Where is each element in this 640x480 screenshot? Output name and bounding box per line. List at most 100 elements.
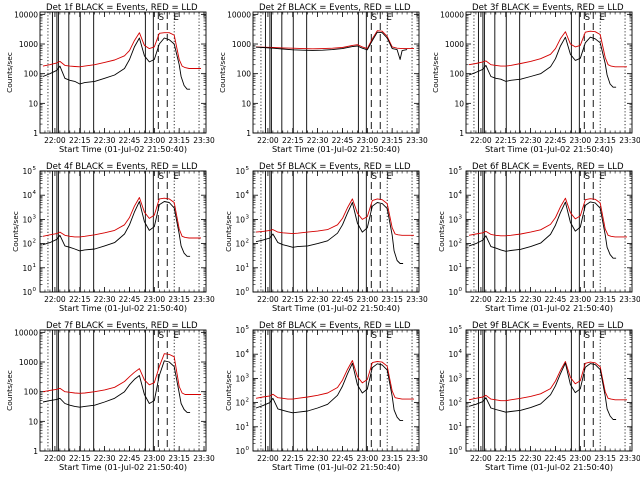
events-series-line xyxy=(255,31,408,60)
x-tick-label: 23:00 xyxy=(569,454,591,463)
x-axis-label: Start Time (01-Jul-02 21:50:40) xyxy=(272,303,400,313)
y-tick-label: 10 xyxy=(235,264,245,273)
y-tick-label: 10 xyxy=(22,264,32,273)
chart-title: Det 8f BLACK = Events, RED = LLD xyxy=(259,321,411,331)
x-tick-label: 22:00 xyxy=(470,136,492,145)
marker-label: E xyxy=(599,172,604,182)
y-tick-exponent: 3 xyxy=(459,214,463,220)
x-tick-label: 22:00 xyxy=(257,136,279,145)
x-tick-label: 22:15 xyxy=(282,295,304,304)
y-tick-exponent: 5 xyxy=(246,325,250,331)
x-tick-label: 23:30 xyxy=(193,454,215,463)
x-tick-label: 22:15 xyxy=(282,136,304,145)
y-axis-label: Counts/sec xyxy=(5,370,14,411)
lld-series-line xyxy=(255,30,414,50)
y-tick-label: 10 xyxy=(22,288,32,297)
y-tick-label: 10 xyxy=(28,417,38,426)
x-tick-label: 22:45 xyxy=(119,454,141,463)
y-tick-label: 10 xyxy=(22,167,32,176)
y-tick-exponent: 3 xyxy=(246,214,250,220)
y-tick-label: 10 xyxy=(448,350,458,359)
y-tick-label: 10 xyxy=(448,240,458,249)
marker-label: S xyxy=(372,331,377,341)
x-axis-label: Start Time (01-Jul-02 21:50:40) xyxy=(272,144,400,154)
y-axis-label: Counts/sec xyxy=(5,52,14,93)
chart-title: Det 5f BLACK = Events, RED = LLD xyxy=(259,162,411,172)
y-tick-label: 10 xyxy=(235,288,245,297)
y-tick-exponent: 4 xyxy=(459,190,463,196)
y-tick-label: 1000 xyxy=(19,40,38,49)
y-tick-exponent: 3 xyxy=(33,214,37,220)
marker-label: S xyxy=(159,172,164,182)
chart-title: Det 1f BLACK = Events, RED = LLD xyxy=(46,3,198,13)
chart-title: Det 9f BLACK = Events, RED = LLD xyxy=(472,321,624,331)
y-axis-label: Counts/sec xyxy=(11,211,20,252)
y-axis-label: Counts/sec xyxy=(437,211,446,252)
marker-label: S xyxy=(372,172,377,182)
y-tick-label: 10 xyxy=(448,374,458,383)
marker-label: E xyxy=(386,172,391,182)
plot-frame xyxy=(39,170,207,293)
x-tick-label: 23:15 xyxy=(381,454,403,463)
y-tick-label: 10 xyxy=(235,423,245,432)
x-axis-label: Start Time (01-Jul-02 21:50:40) xyxy=(59,303,187,313)
x-tick-label: 23:30 xyxy=(406,136,428,145)
x-tick-label: 22:15 xyxy=(495,136,517,145)
x-tick-label: 22:30 xyxy=(307,454,329,463)
lld-series-line xyxy=(42,197,201,239)
x-axis-label: Start Time (01-Jul-02 21:50:40) xyxy=(485,303,613,313)
y-axis-label: Counts/sec xyxy=(218,52,227,93)
x-tick-label: 22:45 xyxy=(545,454,567,463)
marker-label: E xyxy=(173,172,178,182)
marker-label: E xyxy=(173,13,178,23)
marker-label: S xyxy=(159,13,164,23)
y-tick-label: 10 xyxy=(22,240,32,249)
marker-label: E xyxy=(599,331,604,341)
y-tick-label: 10 xyxy=(448,447,458,456)
x-tick-label: 23:30 xyxy=(406,454,428,463)
marker-label: S xyxy=(372,13,377,23)
x-tick-label: 22:45 xyxy=(119,295,141,304)
y-tick-label: 100 xyxy=(24,388,39,397)
x-axis-label: Start Time (01-Jul-02 21:50:40) xyxy=(59,144,187,154)
y-tick-exponent: 2 xyxy=(459,398,463,404)
y-tick-label: 100 xyxy=(237,70,252,79)
y-tick-exponent: 1 xyxy=(459,422,463,428)
x-tick-label: 22:00 xyxy=(470,454,492,463)
y-tick-exponent: 1 xyxy=(246,422,250,428)
x-tick-label: 23:30 xyxy=(619,136,640,145)
y-tick-label: 1000 xyxy=(19,358,38,367)
y-tick-label: 10 xyxy=(448,423,458,432)
y-tick-label: 1000 xyxy=(232,40,251,49)
x-tick-label: 23:15 xyxy=(381,136,403,145)
marker-label: E xyxy=(173,331,178,341)
marker-label: E xyxy=(599,13,604,23)
y-tick-label: 10 xyxy=(235,326,245,335)
x-tick-label: 22:30 xyxy=(307,136,329,145)
x-tick-label: 23:00 xyxy=(143,454,165,463)
y-tick-label: 10 xyxy=(448,326,458,335)
y-tick-label: 10000 xyxy=(14,328,38,337)
y-tick-label: 1 xyxy=(33,129,38,138)
y-tick-exponent: 0 xyxy=(459,287,463,293)
plot-frame xyxy=(465,11,633,134)
y-tick-exponent: 4 xyxy=(33,190,37,196)
events-series-line xyxy=(255,362,404,422)
y-tick-exponent: 1 xyxy=(246,263,250,269)
lld-series-line xyxy=(255,198,414,236)
y-tick-label: 1 xyxy=(459,129,464,138)
y-tick-label: 1 xyxy=(33,447,38,456)
events-series-line xyxy=(468,362,617,420)
y-tick-exponent: 1 xyxy=(459,263,463,269)
chart-title: Det 2f BLACK = Events, RED = LLD xyxy=(259,3,411,13)
x-tick-label: 22:30 xyxy=(94,295,116,304)
events-series-line xyxy=(468,201,617,259)
y-tick-label: 10 xyxy=(235,167,245,176)
y-tick-label: 10 xyxy=(235,191,245,200)
